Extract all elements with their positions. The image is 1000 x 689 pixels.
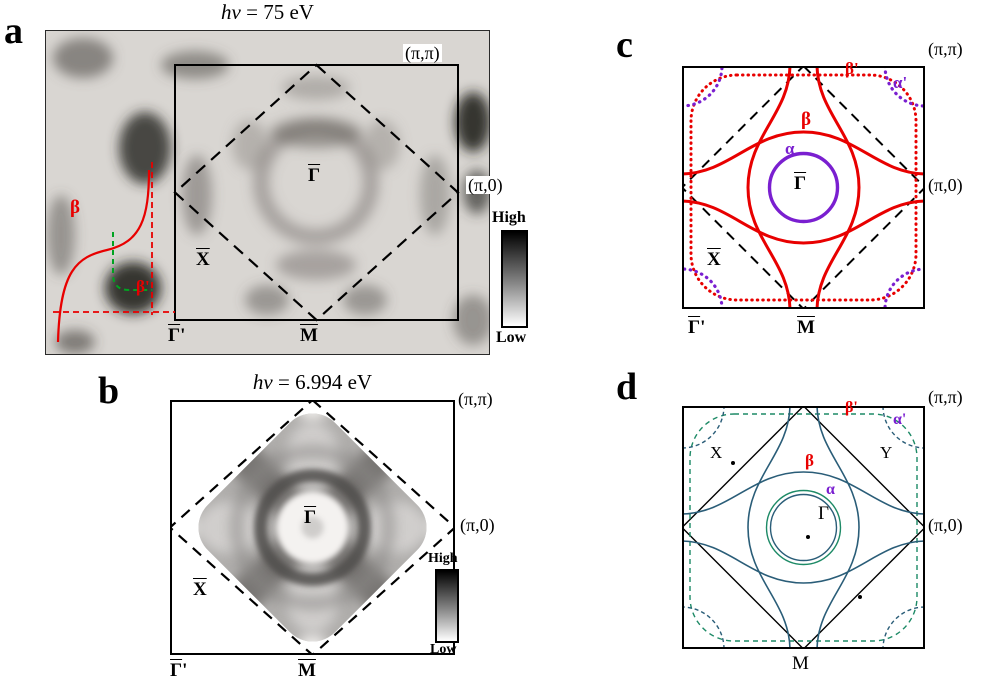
intensity-colorbar-b — [435, 569, 459, 643]
alpha-label-c: α — [785, 139, 795, 158]
bz-edge-label-d: (π,0) — [928, 515, 963, 535]
panel-a-arpes-map — [45, 30, 490, 355]
y-point-label-d: Y — [880, 443, 893, 462]
bz-corner-label-c: (π,π) — [928, 39, 963, 59]
beta-label-c: β — [801, 109, 812, 130]
bz-diamond-solid — [682, 406, 925, 649]
x-point-label-d: X — [710, 443, 723, 462]
beta-label-a: β — [70, 197, 81, 218]
beta-calculated-contours — [682, 406, 925, 649]
x-point-label-b: X — [193, 579, 207, 600]
panel-c-label: c — [616, 24, 633, 66]
panel-b-label: b — [98, 370, 120, 412]
gamma-point-label-d: Γ — [818, 503, 829, 524]
panel-c-border — [682, 66, 925, 309]
alpha-label-d: α — [826, 481, 835, 498]
colorbar-high-label-b: High — [428, 551, 458, 566]
x-point-label-c: X — [707, 249, 721, 270]
m-point-label-c: M — [797, 317, 815, 338]
gamma-point-label-c: Γ — [794, 173, 807, 194]
panel-b-title: hν = 6.994 eV — [170, 372, 455, 393]
bz-edge-label-a: (π,0) — [466, 175, 505, 195]
arpes-intensity-blobs — [47, 38, 490, 354]
bz-corner-label-b: (π,π) — [458, 389, 493, 409]
beta-prime-dotted-contour — [689, 73, 918, 302]
alpha-prime-label-c: α' — [893, 73, 908, 92]
beta-contour-solid — [56, 169, 151, 343]
beta-prime-label-c: β' — [845, 59, 859, 78]
bz-corner-label-a: (π,π) — [403, 43, 442, 63]
beta-label-d: β — [805, 451, 814, 470]
alpha-prime-dashed-arcs — [682, 406, 925, 649]
gamma-prime-point-label-c: Γ' — [688, 317, 706, 338]
alpha-outer-circle — [765, 489, 842, 566]
beta-prime-label-d: β' — [845, 399, 858, 416]
panel-a-label: a — [4, 10, 23, 52]
photon-energy-value: = 6.994 eV — [272, 370, 373, 394]
panel-d-calculation — [682, 406, 925, 649]
alpha-circle-contour — [767, 151, 840, 224]
schematic-background — [682, 66, 925, 309]
bz-diamond-dashed — [173, 63, 460, 322]
colorbar-low-label-b: Low — [430, 642, 457, 657]
beta-prime-label-a: β' — [136, 277, 150, 296]
high-symmetry-dots — [731, 461, 862, 599]
bz-corner-label-d: (π,π) — [928, 387, 963, 407]
colorbar-low-label-a: Low — [496, 329, 527, 346]
m-point-label-d: M — [792, 653, 809, 674]
map-border — [170, 400, 455, 655]
bz-edge-label-c: (π,0) — [928, 175, 963, 195]
panel-c-schematic — [682, 66, 925, 309]
gamma-point-label-b: Γ — [304, 507, 317, 528]
colorbar-high-label-a: High — [492, 209, 526, 226]
gamma-prime-point-label-b: Γ' — [170, 660, 188, 681]
alpha-prime-label-d: α' — [893, 411, 907, 428]
beta-solid-contours — [682, 66, 925, 309]
gamma-point-label-a: Γ — [308, 165, 321, 186]
bz-diamond-dashed — [170, 400, 455, 655]
alpha-inner-circle — [769, 493, 838, 562]
panel-d-label: d — [616, 366, 638, 408]
beta-prime-dashed-contour — [689, 413, 918, 642]
panel-a-title: hν = 75 eV — [45, 2, 490, 23]
m-point-label-a: M — [300, 325, 318, 346]
shadow-pocket-green-dashed — [112, 232, 152, 291]
bz-edge-label-b: (π,0) — [460, 515, 495, 535]
alpha-prime-dotted-arcs — [682, 66, 925, 309]
photon-energy-symbol: hν — [252, 370, 273, 394]
panel-b-laser-map — [170, 400, 455, 655]
m-point-label-b: M — [298, 660, 316, 681]
panel-d-border — [682, 406, 925, 649]
photon-energy-value: = 75 eV — [240, 0, 314, 24]
photon-energy-symbol: hν — [221, 0, 241, 24]
calc-background — [682, 406, 925, 649]
x-point-label-a: X — [196, 249, 210, 270]
intensity-colorbar-a — [501, 230, 528, 328]
gamma-prime-point-label-a: Γ' — [168, 325, 186, 346]
